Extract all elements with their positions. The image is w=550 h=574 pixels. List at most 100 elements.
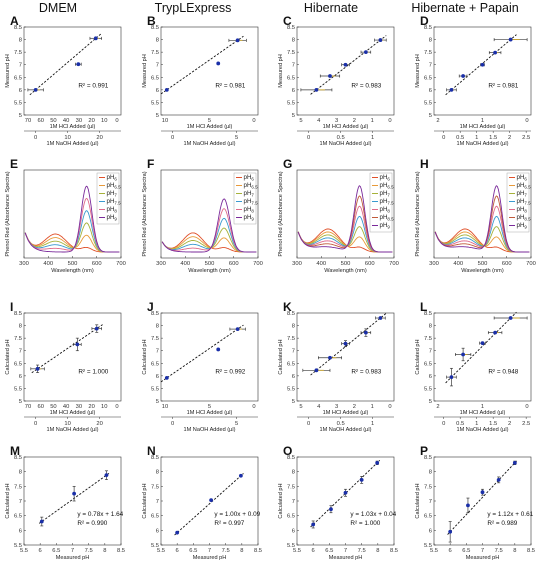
data-point <box>508 316 513 320</box>
y-tick-label: 8.5 <box>151 25 159 31</box>
data-point <box>375 460 380 465</box>
legend-entry-pH7: pH7 <box>107 190 118 197</box>
y-tick-label: 8 <box>429 324 432 330</box>
legend-subscript: 6.5 <box>387 184 394 189</box>
fit-line <box>31 324 103 374</box>
hcl-tick-label: 50 <box>50 404 56 410</box>
naoh-tick-label: 2 <box>508 421 511 427</box>
data-point <box>496 477 501 482</box>
data-point <box>235 327 240 331</box>
data-point <box>512 460 517 465</box>
legend-subscript: 6.5 <box>251 184 258 189</box>
x-tick-label: 7 <box>71 548 74 554</box>
y-tick-label: 6.5 <box>151 361 159 367</box>
y-tick-label: 7.5 <box>14 484 22 490</box>
x-tick-label: 6.5 <box>189 548 197 554</box>
y-tick-label: 7 <box>429 499 432 505</box>
legend-subscript: 6.5 <box>114 184 121 189</box>
legend-subscript: 8 <box>387 208 390 213</box>
y-tick-label: 8 <box>19 38 22 44</box>
panel-letter: C <box>283 14 292 28</box>
x-tick-label: 300 <box>19 261 29 267</box>
x-tick-label: 600 <box>229 261 239 267</box>
panel-m: M Calculated pH 5.5 6 6.5 7 7.5 8 8.5 5.5 6 6.5 7 7.5… <box>5 444 125 561</box>
y-tick-label: 7.5 <box>424 484 432 490</box>
naoh-tick-label: 2.5 <box>522 135 530 141</box>
hcl-tick-label: 3 <box>335 118 338 124</box>
data-point <box>93 36 98 41</box>
y-tick-label: 8.5 <box>287 311 295 317</box>
y-tick-label: 6 <box>19 374 22 380</box>
x-tick-label: 600 <box>92 261 102 267</box>
y-tick-label: 5 <box>19 113 22 119</box>
plot-frame <box>160 26 259 116</box>
panel-n: N Calculated pH 5.5 6 6.5 7 7.5 8 8.5 5.5 6 6.5 7 7.5… <box>142 444 262 561</box>
panel-i: I Calculated pH 5 5.5 6 6.5 7 7.5 8 8.5 70 60 50 40 30… <box>5 300 122 433</box>
legend-subscript: 9 <box>251 216 254 221</box>
hcl-tick-label: 20 <box>88 404 94 410</box>
plot-frame <box>23 26 122 116</box>
x-tick-label: 7 <box>208 548 211 554</box>
column-title-hibernate-papain: Hibernate + Papain <box>411 1 518 15</box>
legend-entry-pH6.5: pH6.5 <box>107 182 122 189</box>
spectrum-line-pH6.5 <box>434 231 530 253</box>
y-axis-label: Measured pH <box>278 54 284 88</box>
legend-entry-pH9: pH9 <box>517 222 528 229</box>
y-tick-label: 7 <box>292 63 295 69</box>
naoh-tick-label: 0.5 <box>456 135 464 141</box>
panel-a: A Measured pH 5 5.5 6 6.5 7 7.5 8 8.5 70 60 50 40 30 20… <box>5 14 122 147</box>
x-tick-label: 600 <box>502 261 512 267</box>
y-axis-label: Calculated pH <box>415 483 421 518</box>
fit-equation-label: y = 1.03x + 0.04 <box>350 511 396 518</box>
legend-entry-pH6: pH6 <box>517 174 528 181</box>
legend-entry-pH7.5: pH7.5 <box>107 198 122 205</box>
hcl-tick-label: 0 <box>388 404 391 410</box>
panel-letter: L <box>420 300 427 314</box>
y-tick-label: 8.5 <box>287 455 295 461</box>
naoh-axis-label: 1M NaOH Added (µl) <box>46 427 98 433</box>
y-axis-label: Phenol Red (Absorbance Spectra) <box>5 171 11 256</box>
y-axis-label: Calculated pH <box>415 339 421 374</box>
fit-line <box>160 35 244 95</box>
panel-letter: O <box>283 444 292 458</box>
legend-entry-pH7.5: pH7.5 <box>244 198 259 205</box>
naoh-tick-label: 0.5 <box>337 135 345 141</box>
naoh-axis-label: 1M NaOH Added (µl) <box>456 427 508 433</box>
y-tick-label: 7.5 <box>14 336 22 342</box>
legend-subscript: 7.5 <box>387 200 394 205</box>
data-point <box>493 50 498 55</box>
hcl-tick-label: 2 <box>353 118 356 124</box>
x-axis-label: Wavelength (nm) <box>51 268 94 274</box>
y-tick-label: 8 <box>429 470 432 476</box>
naoh-tick-label: 1.5 <box>489 421 497 427</box>
naoh-tick-label: 20 <box>96 421 102 427</box>
y-axis-label: Calculated pH <box>142 483 148 518</box>
data-point <box>480 341 485 346</box>
hcl-tick-label: 10 <box>162 404 168 410</box>
y-tick-label: 8 <box>292 324 295 330</box>
y-tick-label: 7 <box>429 63 432 69</box>
fit-line <box>447 459 518 535</box>
x-tick-label: 6.5 <box>462 548 470 554</box>
data-point <box>449 375 454 380</box>
panel-letter: J <box>147 300 154 314</box>
hcl-tick-label: 10 <box>101 404 107 410</box>
y-tick-label: 7.5 <box>151 484 159 490</box>
hcl-tick-label: 20 <box>88 118 94 124</box>
y-axis-label: Measured pH <box>5 54 11 88</box>
naoh-tick-label: 0 <box>171 135 174 141</box>
plot-frame <box>433 312 532 402</box>
spectrum-line-pH9 <box>161 198 257 253</box>
y-tick-label: 7.5 <box>151 336 159 342</box>
legend-entry-pH8: pH8 <box>380 206 391 213</box>
panel-p: P Calculated pH 5.5 6 6.5 7 7.5 8 8.5 5.5 6 6.5 7 7.5… <box>415 444 535 561</box>
fit-line <box>160 324 244 383</box>
legend-entry-pH6.5: pH6.5 <box>244 182 259 189</box>
y-tick-label: 6 <box>429 374 432 380</box>
y-tick-label: 6 <box>19 528 22 534</box>
hcl-tick-label: 5 <box>299 118 302 124</box>
y-tick-label: 8.5 <box>14 311 22 317</box>
plot-frame <box>296 312 395 402</box>
legend-entry-pH6: pH6 <box>380 174 391 181</box>
